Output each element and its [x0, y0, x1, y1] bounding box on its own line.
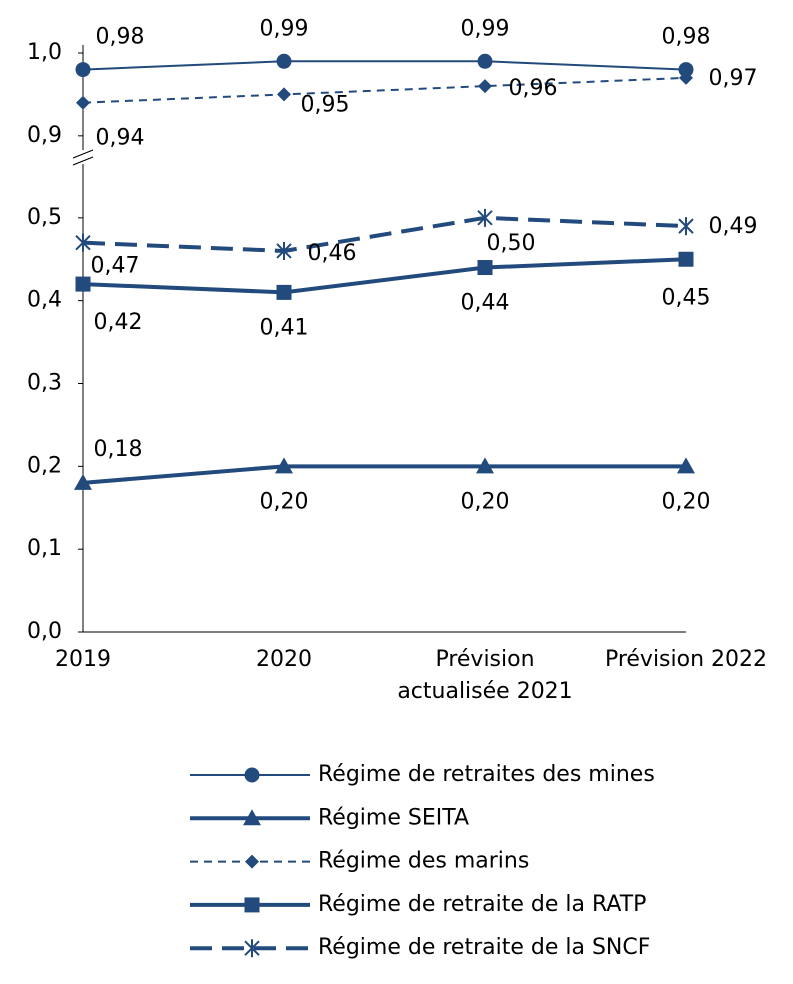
legend-label: Régime de retraite de la SNCF: [318, 935, 650, 960]
y-tick-label: 0,2: [27, 453, 62, 478]
legend-marker: [245, 854, 259, 869]
x-tick-label: 2020: [256, 647, 312, 672]
legend-marker: [243, 809, 261, 826]
data-label: 0,99: [461, 16, 510, 41]
y-tick-label: 0,9: [27, 123, 62, 148]
x-tick-label: Prévision 2022: [604, 647, 768, 672]
y-tick-label: 0,0: [27, 619, 62, 644]
legend-label: Régime de retraites des mines: [318, 762, 655, 787]
data-label: 0,97: [709, 66, 758, 91]
axis-break: [72, 156, 94, 166]
data-point: [476, 457, 494, 474]
data-label: 0,98: [96, 25, 145, 50]
legend-marker: [244, 897, 260, 913]
data-point: [276, 53, 292, 69]
legend-marker: [244, 939, 260, 958]
y-tick-label: 1,0: [27, 40, 62, 65]
legend-marker: [244, 767, 260, 783]
data-label: 0,47: [91, 254, 140, 279]
data-point: [75, 62, 91, 78]
series-line: [82, 76, 687, 104]
data-label: 0,42: [94, 310, 143, 335]
data-point: [477, 208, 493, 227]
data-point: [74, 473, 92, 490]
axis-break: [72, 149, 94, 159]
data-point: [76, 95, 90, 110]
data-label: 0,99: [260, 16, 309, 41]
data-point: [677, 457, 695, 474]
series-line: [82, 464, 686, 485]
data-label: 0,50: [487, 231, 536, 256]
data-point: [75, 233, 91, 252]
data-label: 0,41: [260, 315, 309, 340]
data-point: [679, 70, 693, 85]
data-label: 0,44: [461, 291, 510, 316]
data-label: 0,20: [260, 489, 309, 514]
data-point: [478, 79, 492, 94]
data-point: [477, 260, 493, 276]
y-tick-label: 0,3: [27, 371, 62, 396]
data-point: [678, 62, 694, 78]
data-point: [275, 457, 293, 474]
data-label: 0,46: [308, 241, 357, 266]
series-line: [82, 257, 687, 295]
legend-label: Régime SEITA: [318, 805, 469, 830]
series-line: [82, 60, 687, 71]
data-label: 0,45: [662, 285, 711, 310]
data-label: 0,20: [461, 489, 510, 514]
data-point: [75, 276, 91, 292]
series-line: [82, 215, 687, 253]
data-point: [678, 251, 694, 267]
data-label: 0,98: [662, 25, 711, 50]
data-label: 0,49: [709, 214, 758, 239]
y-tick-label: 0,4: [27, 288, 62, 313]
axis-break-gap: [72, 150, 94, 164]
x-tick-label: 2019: [55, 647, 111, 672]
data-point: [277, 87, 291, 102]
legend-label: Régime de retraite de la RATP: [318, 892, 646, 917]
data-point: [276, 284, 292, 300]
data-point: [276, 241, 292, 260]
data-label: 0,94: [96, 126, 145, 151]
y-tick-label: 0,5: [27, 205, 62, 230]
data-label: 0,95: [301, 92, 350, 117]
x-tick-label: Prévision actualisée 2021: [397, 647, 573, 704]
data-point: [477, 53, 493, 69]
y-tick-label: 0,1: [27, 536, 62, 561]
data-label: 0,18: [94, 437, 143, 462]
legend-label: Régime des marins: [318, 849, 529, 874]
data-point: [678, 217, 694, 236]
data-label: 0,20: [662, 489, 711, 514]
data-label: 0,96: [509, 76, 558, 101]
